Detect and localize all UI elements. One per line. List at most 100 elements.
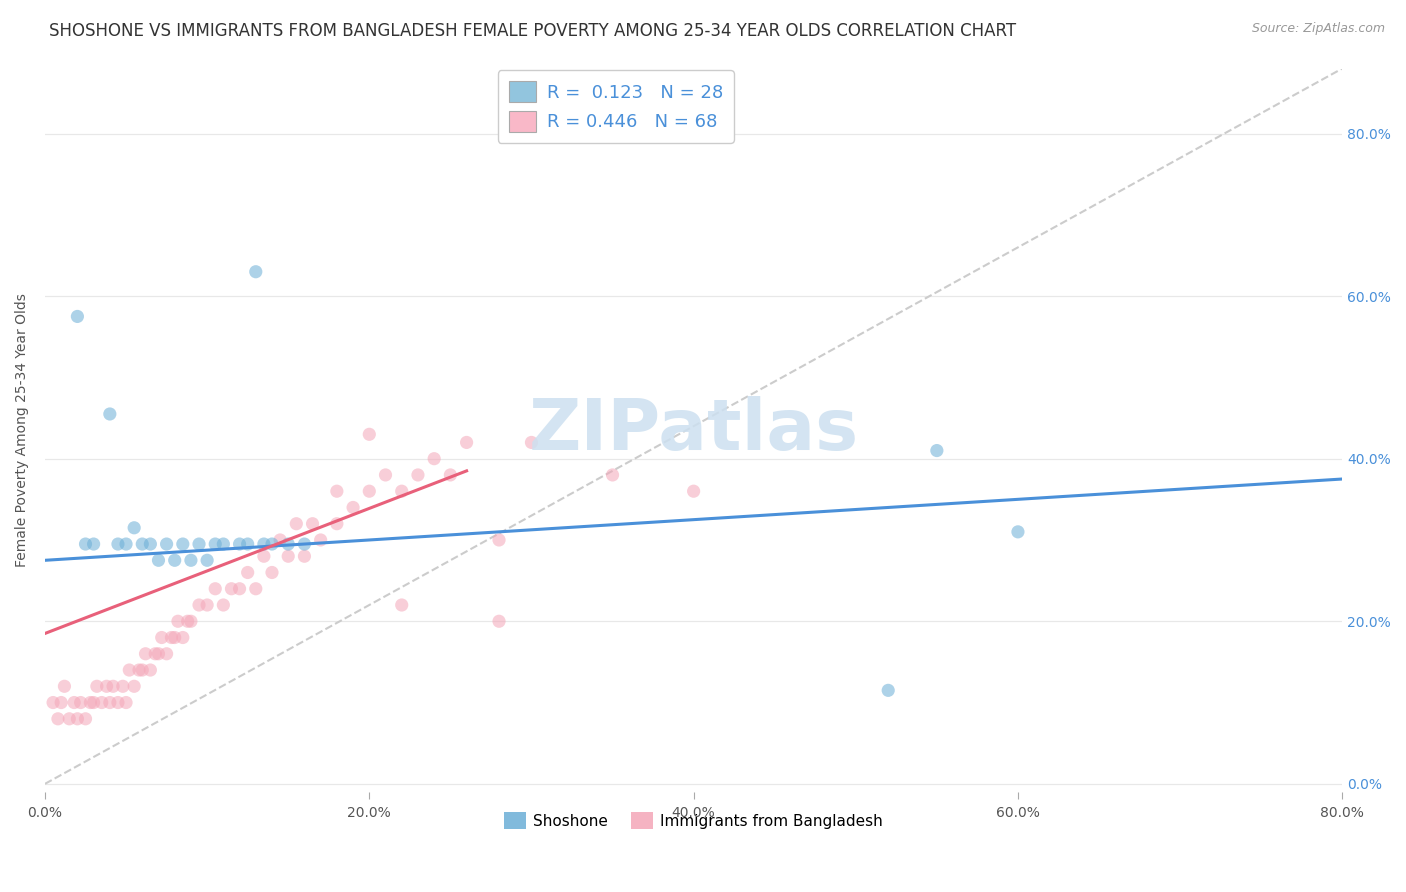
Point xyxy=(107,696,129,710)
Point xyxy=(195,598,218,612)
Point xyxy=(180,553,202,567)
Point xyxy=(488,614,510,628)
Point xyxy=(83,696,105,710)
Point xyxy=(53,679,76,693)
Point xyxy=(75,537,97,551)
Point xyxy=(277,537,299,551)
Point xyxy=(46,712,69,726)
Point xyxy=(260,566,283,580)
Point xyxy=(163,631,186,645)
Point xyxy=(148,647,170,661)
Point xyxy=(155,647,177,661)
Point xyxy=(682,484,704,499)
Point xyxy=(285,516,308,531)
Point xyxy=(245,265,267,279)
Point xyxy=(172,537,194,551)
Point xyxy=(83,537,105,551)
Point xyxy=(359,427,381,442)
Point xyxy=(212,598,235,612)
Point xyxy=(456,435,478,450)
Point xyxy=(374,467,396,482)
Point xyxy=(180,614,202,628)
Point xyxy=(51,696,73,710)
Point xyxy=(118,663,141,677)
Point xyxy=(236,566,259,580)
Point xyxy=(309,533,332,547)
Point xyxy=(176,614,198,628)
Point xyxy=(359,484,381,499)
Point xyxy=(150,631,173,645)
Point xyxy=(160,631,183,645)
Point xyxy=(79,696,101,710)
Point xyxy=(148,553,170,567)
Point xyxy=(115,696,138,710)
Point xyxy=(58,712,80,726)
Point xyxy=(877,683,900,698)
Point xyxy=(1007,524,1029,539)
Text: Source: ZipAtlas.com: Source: ZipAtlas.com xyxy=(1251,22,1385,36)
Point xyxy=(204,582,226,596)
Point xyxy=(204,537,226,551)
Point xyxy=(277,549,299,564)
Point xyxy=(406,467,429,482)
Point xyxy=(925,443,948,458)
Point xyxy=(122,679,145,693)
Point xyxy=(107,537,129,551)
Point xyxy=(42,696,65,710)
Point xyxy=(253,549,276,564)
Point xyxy=(172,631,194,645)
Point xyxy=(98,407,121,421)
Point xyxy=(122,521,145,535)
Point xyxy=(245,582,267,596)
Point xyxy=(488,533,510,547)
Point xyxy=(326,516,349,531)
Point xyxy=(66,310,89,324)
Point xyxy=(326,484,349,499)
Point xyxy=(423,451,446,466)
Point xyxy=(155,537,177,551)
Point xyxy=(602,467,624,482)
Point xyxy=(111,679,134,693)
Point xyxy=(294,537,316,551)
Point xyxy=(228,537,250,551)
Point xyxy=(253,537,276,551)
Point xyxy=(188,537,211,551)
Point xyxy=(342,500,364,515)
Point xyxy=(139,537,162,551)
Point xyxy=(86,679,108,693)
Point xyxy=(143,647,166,661)
Point xyxy=(269,533,291,547)
Y-axis label: Female Poverty Among 25-34 Year Olds: Female Poverty Among 25-34 Year Olds xyxy=(15,293,30,567)
Point xyxy=(90,696,112,710)
Point xyxy=(188,598,211,612)
Point xyxy=(236,537,259,551)
Point xyxy=(195,553,218,567)
Point xyxy=(391,598,413,612)
Point xyxy=(520,435,543,450)
Point xyxy=(115,537,138,551)
Point xyxy=(75,712,97,726)
Text: SHOSHONE VS IMMIGRANTS FROM BANGLADESH FEMALE POVERTY AMONG 25-34 YEAR OLDS CORR: SHOSHONE VS IMMIGRANTS FROM BANGLADESH F… xyxy=(49,22,1017,40)
Point xyxy=(134,647,156,661)
Point xyxy=(301,516,323,531)
Point xyxy=(260,537,283,551)
Point xyxy=(101,679,124,693)
Legend: Shoshone, Immigrants from Bangladesh: Shoshone, Immigrants from Bangladesh xyxy=(498,806,889,835)
Point xyxy=(98,696,121,710)
Point xyxy=(221,582,243,596)
Point xyxy=(391,484,413,499)
Point xyxy=(96,679,118,693)
Point xyxy=(131,537,153,551)
Point xyxy=(139,663,162,677)
Point xyxy=(212,537,235,551)
Point xyxy=(163,553,186,567)
Point xyxy=(228,582,250,596)
Point xyxy=(63,696,86,710)
Point xyxy=(66,712,89,726)
Point xyxy=(294,549,316,564)
Point xyxy=(167,614,190,628)
Point xyxy=(131,663,153,677)
Text: ZIPatlas: ZIPatlas xyxy=(529,396,859,465)
Point xyxy=(439,467,461,482)
Point xyxy=(128,663,150,677)
